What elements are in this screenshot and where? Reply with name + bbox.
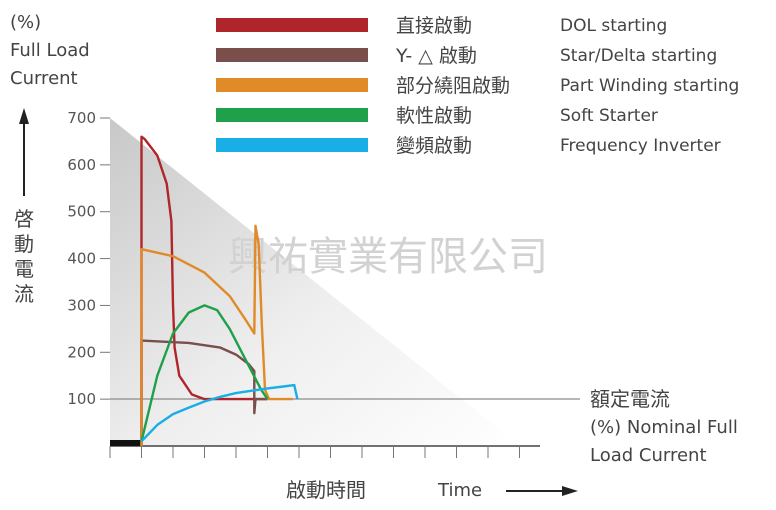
nominal-label-en-1: (%) Nominal Full [590,417,738,438]
y-tick-label: 500 [67,203,96,221]
y-title-line-3: Current [10,68,78,89]
series-line-1 [140,339,268,446]
legend-label-cjk: Y- △ 啟動 [395,45,477,67]
y-title-cjk-1: 啓 [14,207,34,231]
legend-label-en: Frequency Inverter [560,136,721,156]
legend-swatch [216,78,368,92]
series-line-0 [140,135,268,446]
legend: 直接啟動 DOL starting Y- △ 啟動 Star/Delta starti… [216,15,739,157]
y-tick-label: 400 [67,250,96,268]
legend-label-cjk: 軟性啟動 [396,105,472,127]
legend-label-cjk: 部分繞阻啟動 [396,75,510,97]
nominal-label-cjk: 額定電流 [590,387,670,411]
x-axis-start-bar [110,440,142,446]
legend-label-cjk: 變頻啟動 [396,135,472,157]
background-shading [110,118,520,446]
series-line-3 [140,304,269,442]
y-tick-label: 300 [67,296,96,314]
y-arrow-head-icon [19,108,29,124]
x-label: Time [437,480,482,501]
legend-label-en: Part Winding starting [560,76,739,96]
series-lines [140,135,299,446]
x-axis-ticks [109,446,520,458]
y-tick-label: 700 [67,109,96,127]
y-title-cjk-2: 動 [14,232,34,256]
legend-label-en: Soft Starter [560,106,658,126]
legend-swatch [216,48,368,62]
y-tick-label: 200 [67,343,96,361]
y-title-cjk-4: 流 [14,282,34,306]
y-axis-ticks: 100 200 300 400 500 600 700 [67,109,110,408]
legend-swatch [216,108,368,122]
watermark: 興祐實業有限公司 [228,234,548,280]
legend-label-en: DOL starting [560,16,667,36]
legend-swatch [216,18,368,32]
y-tick-label: 600 [67,156,96,174]
legend-label-en: Star/Delta starting [560,46,717,66]
y-title-line-2: Full Load [10,40,90,61]
legend-swatch [216,138,368,152]
y-title-cjk-3: 電 [14,257,34,281]
x-arrow-head-icon [562,486,578,496]
series-line-4 [140,383,299,443]
y-title-line-1: (%) [10,12,41,33]
y-tick-label: 100 [67,390,96,408]
legend-label-cjk: 直接啟動 [396,15,472,37]
nominal-label-en-2: Load Current [590,445,707,466]
x-label-cjk: 啟動時間 [286,478,366,502]
